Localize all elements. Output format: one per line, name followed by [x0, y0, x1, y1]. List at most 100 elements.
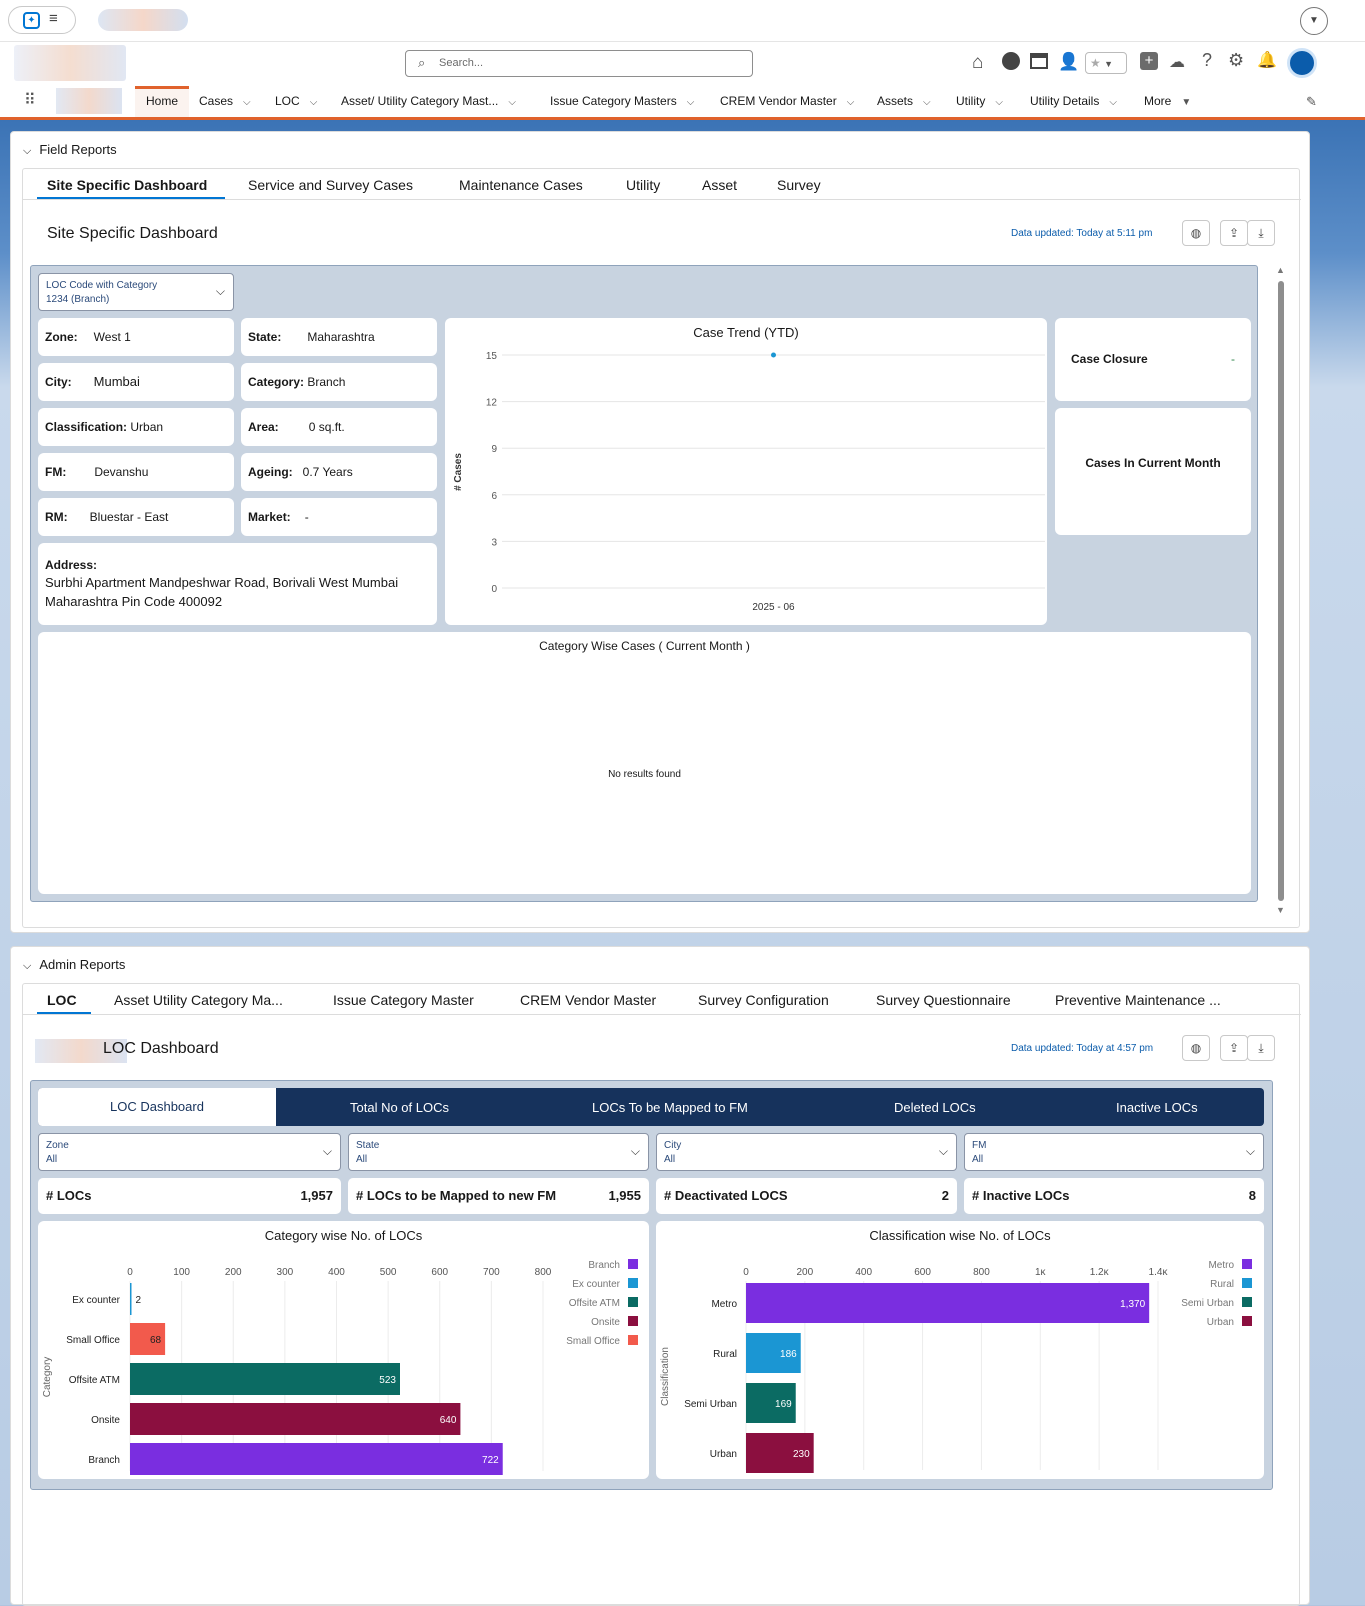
info-key: FM: — [45, 465, 67, 479]
dropdown-circle-icon[interactable]: ▼ — [1300, 7, 1328, 35]
tab-label: LOCs To be Mapped to FM — [592, 1100, 748, 1115]
tab-survey-questionnaire[interactable]: Survey Questionnaire — [876, 992, 1011, 1008]
nav-item-loc[interactable]: LOC ⌵ — [275, 86, 317, 117]
field-reports-card: ⌵ Field Reports Site Specific Dashboard S… — [10, 131, 1310, 933]
tab-survey[interactable]: Survey — [777, 177, 821, 193]
blurred-tab[interactable] — [98, 9, 188, 31]
nav-item-home[interactable]: Home — [146, 86, 178, 117]
chevron-down-icon[interactable]: ⌵ — [846, 97, 855, 108]
app-switcher-pill[interactable]: ✦ ≡ — [8, 6, 76, 34]
tab-label: Inactive LOCs — [1116, 1100, 1198, 1115]
state-filter[interactable]: State All ⌵ — [348, 1133, 649, 1171]
search-input[interactable]: ⌕ Search... — [405, 50, 753, 77]
active-tab-underline — [37, 1012, 91, 1014]
scrollbar-thumb[interactable] — [1278, 281, 1284, 901]
subscribe-button[interactable]: ◍ — [1182, 220, 1210, 246]
legend-swatch — [628, 1335, 638, 1345]
nav-home-active[interactable] — [135, 86, 189, 117]
tab-preventive-maintenance[interactable]: Preventive Maintenance ... — [1055, 992, 1221, 1008]
edit-pencil-icon[interactable]: ✎ — [1306, 94, 1317, 109]
legend-swatch — [1242, 1316, 1252, 1326]
nav-item-assets[interactable]: Assets ⌵ — [877, 86, 931, 117]
app-launcher-icon[interactable]: ⠿ — [24, 92, 36, 109]
nav-item-utility[interactable]: Utility ⌵ — [956, 86, 1003, 117]
tab-utility[interactable]: Utility — [626, 177, 660, 193]
inner-tab-loc-dashboard[interactable]: LOC Dashboard — [38, 1088, 276, 1126]
tab-maintenance-cases[interactable]: Maintenance Cases — [459, 177, 583, 193]
tab-issue-category-master[interactable]: Issue Category Master — [333, 992, 474, 1008]
y-tick-label: 12 — [486, 398, 498, 409]
subscribe-button[interactable]: ◍ — [1182, 1035, 1210, 1061]
field-reports-header[interactable]: ⌵ Field Reports — [23, 142, 117, 158]
nav-item-asset-utility[interactable]: Asset/ Utility Category Mast... ⌵ — [341, 86, 516, 117]
gear-icon[interactable]: ⚙ — [1228, 50, 1245, 70]
home-icon[interactable]: ⌂ — [972, 52, 984, 73]
admin-reports-header[interactable]: ⌵ Admin Reports — [23, 957, 125, 973]
nav-item-more[interactable]: More ▼ — [1144, 86, 1191, 117]
loc-code-filter[interactable]: LOC Code with Category 1234 (Branch) ⌵ — [38, 273, 234, 311]
chevron-down-icon[interactable]: ⌵ — [23, 960, 32, 972]
inner-tab-deleted-locs[interactable]: Deleted LOCs — [894, 1100, 976, 1115]
chevron-down-icon[interactable]: ⌵ — [23, 145, 32, 157]
add-icon[interactable]: + — [1140, 52, 1158, 70]
y-axis-label: Classification — [660, 1347, 671, 1406]
tab-survey-configuration[interactable]: Survey Configuration — [698, 992, 829, 1008]
chevron-down-icon[interactable]: ⌵ — [508, 97, 516, 108]
chevron-down-icon[interactable]: ⌵ — [995, 97, 1003, 108]
chevron-down-icon[interactable]: ⌵ — [1109, 97, 1117, 108]
share-button[interactable]: ⇪ — [1220, 1035, 1248, 1061]
tab-label: Total No of LOCs — [350, 1100, 449, 1115]
x-tick-label: 400 — [855, 1267, 872, 1278]
inner-tab-inactive-locs[interactable]: Inactive LOCs — [1116, 1100, 1198, 1115]
info-area: Area: 0 sq.ft. — [241, 408, 437, 446]
download-button[interactable]: ⤓ — [1247, 220, 1275, 246]
download-button[interactable]: ⤓ — [1247, 1035, 1275, 1061]
x-tick-label: 0 — [743, 1267, 749, 1278]
favorites-icon[interactable]: ★ ▼ — [1085, 52, 1127, 74]
city-filter[interactable]: City All ⌵ — [656, 1133, 957, 1171]
legend-swatch — [628, 1316, 638, 1326]
tab-site-specific-dashboard[interactable]: Site Specific Dashboard — [47, 177, 207, 193]
tab-asset-utility-category[interactable]: Asset Utility Category Ma... — [114, 992, 283, 1008]
x-tick-label: 1.2κ — [1090, 1267, 1110, 1278]
help-icon[interactable]: ? — [1202, 50, 1213, 70]
info-key: Classification: — [45, 420, 128, 434]
user-settings-icon[interactable]: 👤 — [1058, 52, 1080, 71]
avatar[interactable] — [1287, 48, 1317, 78]
nav-label: Cases — [199, 94, 234, 108]
case-closure-value: - — [1231, 352, 1235, 366]
inner-tab-total-locs[interactable]: Total No of LOCs — [350, 1100, 449, 1115]
info-key: Address: — [45, 558, 98, 572]
tab-label: Deleted LOCs — [894, 1100, 976, 1115]
bear-icon[interactable] — [1002, 52, 1020, 70]
nav-item-utility-details[interactable]: Utility Details ⌵ — [1030, 86, 1117, 117]
chevron-down-icon[interactable]: ⌵ — [243, 97, 251, 108]
caret-down-icon[interactable]: ▼ — [1181, 97, 1192, 108]
legend-swatch — [628, 1278, 638, 1288]
y-tick-label: 9 — [491, 444, 497, 455]
chevron-down-icon[interactable]: ⌵ — [923, 97, 931, 108]
chevron-down-icon[interactable]: ⌵ — [686, 97, 695, 108]
dashboard-icon[interactable] — [1030, 53, 1048, 69]
notification-bell-icon[interactable]: 🔔 — [1257, 52, 1277, 69]
nav-item-crem-vendor[interactable]: CREM Vendor Master ⌵ — [720, 86, 854, 117]
nav-item-issue-category[interactable]: Issue Category Masters ⌵ — [550, 86, 694, 117]
metric-label: # Inactive LOCs — [972, 1188, 1070, 1203]
scroll-down-arrow[interactable]: ▼ — [1276, 905, 1285, 915]
inner-tab-locs-to-map[interactable]: LOCs To be Mapped to FM — [592, 1100, 748, 1115]
cases-current-month-card: Cases In Current Month — [1055, 408, 1251, 535]
nav-item-cases[interactable]: Cases ⌵ — [199, 86, 251, 117]
tab-label: Asset Utility Category Ma... — [114, 992, 283, 1008]
tab-loc[interactable]: LOC — [47, 992, 77, 1008]
tab-crem-vendor-master[interactable]: CREM Vendor Master — [520, 992, 656, 1008]
tab-asset[interactable]: Asset — [702, 177, 737, 193]
tab-service-survey-cases[interactable]: Service and Survey Cases — [248, 177, 413, 193]
share-button[interactable]: ⇪ — [1220, 220, 1248, 246]
scroll-up-arrow[interactable]: ▲ — [1276, 265, 1285, 275]
legend-swatch — [1242, 1297, 1252, 1307]
chevron-down-icon[interactable]: ⌵ — [309, 97, 318, 108]
zone-filter[interactable]: Zone All ⌵ — [38, 1133, 341, 1171]
fm-filter[interactable]: FM All ⌵ — [964, 1133, 1264, 1171]
bar-value-label: 1,370 — [1120, 1299, 1145, 1310]
setup-cloud-icon[interactable]: ☁ — [1169, 54, 1185, 71]
